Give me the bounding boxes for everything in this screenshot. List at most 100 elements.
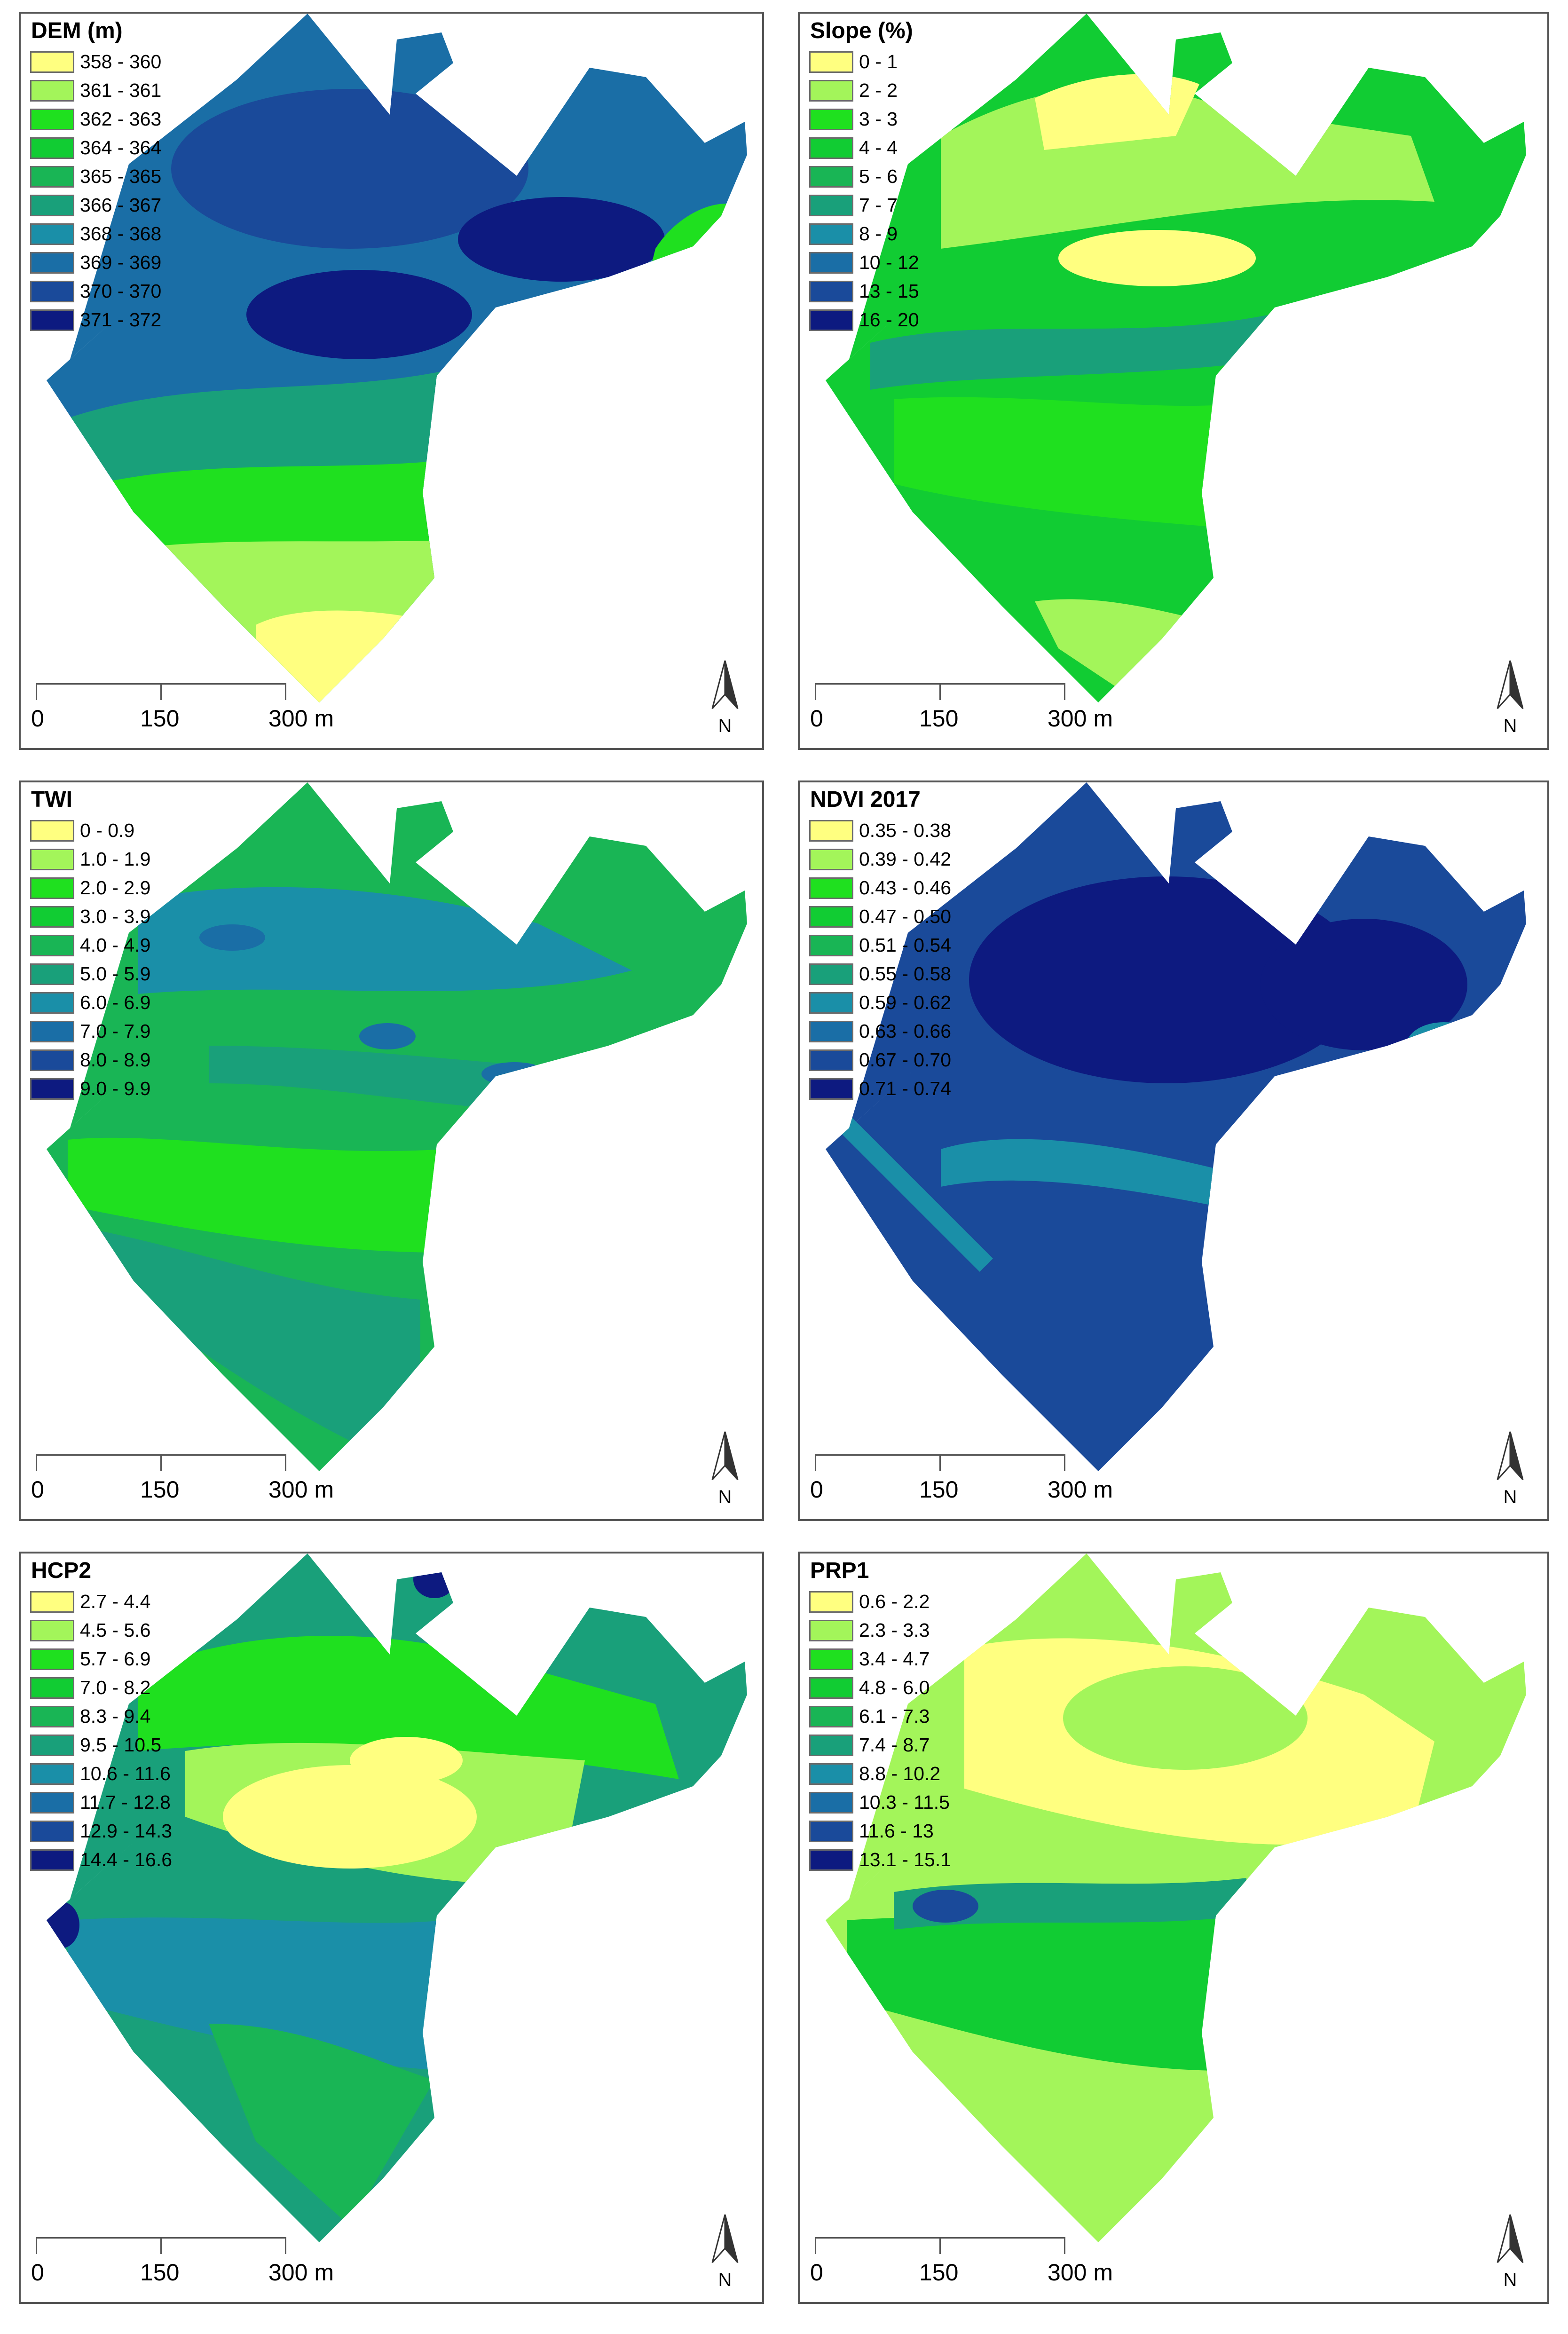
legend-label: 11.6 - 13	[859, 1820, 934, 1842]
legend-label: 4.8 - 6.0	[859, 1677, 930, 1698]
legend-label: 370 - 370	[80, 280, 162, 302]
legend-item: 11.7 - 12.8	[30, 1788, 172, 1817]
legend-swatch	[809, 848, 853, 870]
dem-raster-map	[47, 14, 747, 702]
legend-item: 2.0 - 2.9	[30, 874, 150, 902]
legend-label: 7 - 7	[859, 194, 898, 216]
scale-label: 300 m	[268, 1476, 334, 1503]
legend-item: 13 - 15	[809, 277, 919, 306]
legend-swatch	[30, 1820, 74, 1842]
legend-item: 4.0 - 4.9	[30, 931, 150, 960]
legend-swatch	[809, 1648, 853, 1670]
legend-item: 3.0 - 3.9	[30, 902, 150, 931]
legend-swatch	[30, 992, 74, 1014]
ndvi-zone-stripe	[941, 1139, 1270, 1215]
map-panel-prp1: PRP1 0.6 - 2.2 2.3 - 3.3 3.4 - 4.7 4.8 -…	[798, 1552, 1549, 2304]
scale-label: 0	[31, 2259, 44, 2286]
legend-label: 371 - 372	[80, 309, 162, 331]
legend-swatch	[30, 963, 74, 985]
legend-swatch	[809, 280, 853, 302]
legend-swatch	[30, 137, 74, 159]
north-label: N	[1503, 1487, 1517, 1507]
legend-swatch	[809, 223, 853, 245]
scale-tick	[160, 683, 162, 700]
legend-swatch	[30, 848, 74, 870]
scale-tick	[815, 683, 816, 700]
scale-label: 0	[810, 1476, 823, 1503]
legend-label: 362 - 363	[80, 108, 162, 130]
legend-label: 0.71 - 0.74	[859, 1078, 952, 1099]
legend-label: 6.1 - 7.3	[859, 1705, 930, 1727]
legend-item: 8.0 - 8.9	[30, 1046, 150, 1074]
legend-label: 2.3 - 3.3	[859, 1619, 930, 1641]
slope-zone-band	[870, 315, 1317, 390]
scale-tick	[815, 2237, 816, 2254]
scale-label: 150	[919, 705, 959, 732]
twi-zone-south	[68, 1137, 444, 1253]
scale-tick	[36, 683, 37, 700]
legend-item: 14.4 - 16.6	[30, 1845, 172, 1874]
scale-tick	[160, 1454, 162, 1471]
legend-swatch	[809, 1619, 853, 1641]
north-arrow-icon	[1497, 660, 1524, 710]
slope-zone-flat-centre	[1058, 230, 1256, 286]
scale-bar: 0 150 300 m	[810, 1437, 1113, 1508]
legend-label: 0.39 - 0.42	[859, 848, 952, 870]
legend-label: 10 - 12	[859, 252, 919, 273]
legend-label: 3.0 - 3.9	[80, 906, 151, 927]
legend-item: 362 - 363	[30, 105, 161, 134]
legend-item: 361 - 361	[30, 76, 161, 105]
legend-item: 0.39 - 0.42	[809, 845, 951, 874]
legend-swatch	[809, 1791, 853, 1814]
prp1-zone-band	[894, 1878, 1246, 1930]
panel-title: TWI	[31, 787, 72, 812]
legend-label: 13 - 15	[859, 280, 919, 302]
legend-item: 6.0 - 6.9	[30, 988, 150, 1017]
legend-swatch	[809, 51, 853, 73]
legend-swatch	[809, 1020, 853, 1042]
twi-zone-north	[138, 887, 632, 994]
prp1-zone-high-2	[1350, 1854, 1406, 1883]
scale-tick	[939, 683, 941, 700]
legend-label: 10.6 - 11.6	[80, 1763, 171, 1784]
legend-label: 12.9 - 14.3	[80, 1820, 173, 1842]
legend-label: 364 - 364	[80, 137, 162, 158]
legend-item: 4 - 4	[809, 134, 919, 162]
legend-label: 0.6 - 2.2	[859, 1591, 930, 1612]
legend-swatch	[30, 877, 74, 899]
legend-swatch	[30, 1619, 74, 1641]
legend-label: 16 - 20	[859, 309, 919, 331]
legend-swatch	[30, 1049, 74, 1071]
legend-label: 0.47 - 0.50	[859, 906, 952, 927]
legend-item: 0.59 - 0.62	[809, 988, 951, 1017]
legend-label: 13.1 - 15.1	[859, 1849, 952, 1870]
legend-item: 365 - 365	[30, 162, 161, 191]
legend-swatch	[30, 1849, 74, 1871]
legend-item: 10.3 - 11.5	[809, 1788, 951, 1817]
dem-zone-high	[171, 89, 528, 249]
hcp2-raster-map	[47, 1553, 747, 2242]
map-panel-hcp2: HCP2 2.7 - 4.4 4.5 - 5.6 5.7 - 6.9 7.0 -…	[19, 1552, 764, 2304]
legend-swatch	[30, 906, 74, 928]
legend-swatch	[30, 1763, 74, 1785]
legend-item: 6.1 - 7.3	[809, 1702, 951, 1731]
legend-item: 12.9 - 14.3	[30, 1817, 172, 1845]
legend-label: 4.5 - 5.6	[80, 1619, 151, 1641]
scale-label: 150	[140, 705, 180, 732]
twi-zone-wet-2	[481, 1062, 547, 1086]
legend: 0 - 0.9 1.0 - 1.9 2.0 - 2.9 3.0 - 3.9 4.…	[30, 816, 150, 1103]
legend-label: 7.0 - 8.2	[80, 1677, 151, 1698]
legend-label: 7.4 - 8.7	[859, 1734, 930, 1756]
legend-label: 0 - 0.9	[80, 820, 135, 841]
legend-item: 5 - 6	[809, 162, 919, 191]
panel-title: PRP1	[810, 1558, 869, 1583]
legend-item: 2 - 2	[809, 76, 919, 105]
legend-item: 8.8 - 10.2	[809, 1759, 951, 1788]
legend-label: 0.43 - 0.46	[859, 877, 952, 899]
panel-title: Slope (%)	[810, 18, 913, 43]
legend-swatch	[809, 1591, 853, 1613]
legend-item: 5.0 - 5.9	[30, 960, 150, 988]
prp1-zone-south	[847, 1911, 1223, 2071]
scale-tick	[285, 683, 286, 700]
legend: 358 - 360 361 - 361 362 - 363 364 - 364 …	[30, 47, 161, 334]
